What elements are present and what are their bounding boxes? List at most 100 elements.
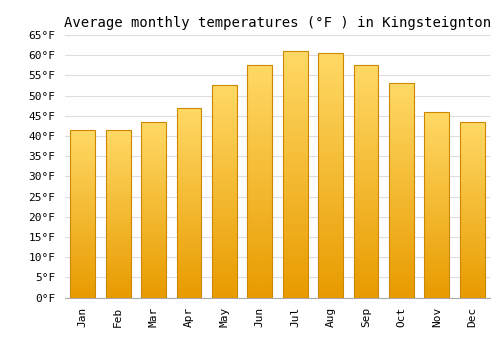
Bar (248, 156, 272, 158)
Bar (106, 271, 130, 272)
Bar (106, 194, 130, 195)
Bar (212, 213, 237, 215)
Bar (460, 276, 484, 278)
Bar (176, 108, 202, 298)
Bar (318, 263, 343, 266)
Bar (212, 185, 237, 187)
Bar (248, 96, 272, 98)
Bar (424, 288, 450, 290)
Bar (106, 205, 130, 207)
Bar (283, 214, 308, 216)
Bar (283, 51, 308, 298)
Bar (212, 270, 237, 272)
Bar (354, 262, 378, 265)
Bar (106, 175, 130, 177)
Bar (176, 248, 202, 250)
Bar (141, 294, 166, 296)
Bar (318, 280, 343, 283)
Bar (106, 237, 130, 239)
Bar (354, 82, 378, 84)
Bar (248, 75, 272, 77)
Bar (176, 286, 202, 288)
Bar (424, 130, 450, 132)
Bar (248, 123, 272, 126)
Bar (389, 116, 414, 118)
Bar (141, 206, 166, 208)
Bar (141, 270, 166, 271)
Bar (424, 149, 450, 151)
Bar (354, 191, 378, 193)
Bar (212, 247, 237, 249)
Bar (389, 135, 414, 137)
Bar (318, 73, 343, 75)
Bar (212, 238, 237, 240)
Bar (106, 267, 130, 269)
Bar (141, 252, 166, 254)
Bar (248, 107, 272, 110)
Bar (354, 270, 378, 272)
Bar (212, 295, 237, 298)
Bar (424, 266, 450, 268)
Bar (212, 147, 237, 149)
Bar (460, 290, 484, 292)
Bar (106, 212, 130, 214)
Bar (248, 116, 272, 119)
Bar (424, 182, 450, 184)
Bar (283, 130, 308, 132)
Bar (106, 225, 130, 227)
Bar (318, 105, 343, 107)
Bar (70, 200, 95, 202)
Bar (424, 231, 450, 232)
Bar (389, 287, 414, 289)
Bar (460, 278, 484, 280)
Bar (70, 247, 95, 249)
Bar (212, 291, 237, 293)
Bar (424, 223, 450, 225)
Bar (141, 232, 166, 234)
Bar (283, 58, 308, 61)
Bar (318, 295, 343, 298)
Bar (212, 136, 237, 139)
Bar (212, 179, 237, 181)
Bar (354, 242, 378, 244)
Bar (354, 107, 378, 110)
Bar (70, 132, 95, 133)
Bar (460, 203, 484, 204)
Bar (70, 192, 95, 194)
Bar (212, 85, 237, 88)
Bar (70, 185, 95, 187)
Bar (212, 204, 237, 206)
Bar (354, 144, 378, 147)
Bar (354, 244, 378, 246)
Bar (70, 152, 95, 153)
Bar (318, 109, 343, 112)
Bar (283, 51, 308, 54)
Bar (460, 250, 484, 252)
Bar (283, 115, 308, 118)
Bar (460, 145, 484, 146)
Bar (318, 278, 343, 280)
Bar (389, 214, 414, 216)
Bar (318, 53, 343, 298)
Bar (141, 256, 166, 257)
Bar (248, 200, 272, 202)
Bar (460, 206, 484, 208)
Bar (283, 147, 308, 150)
Bar (283, 105, 308, 108)
Bar (424, 283, 450, 285)
Bar (460, 289, 484, 290)
Bar (460, 232, 484, 234)
Bar (318, 107, 343, 109)
Bar (212, 88, 237, 90)
Bar (70, 232, 95, 234)
Bar (389, 272, 414, 274)
Bar (141, 148, 166, 150)
Bar (389, 94, 414, 96)
Bar (389, 150, 414, 152)
Bar (460, 280, 484, 282)
Bar (460, 275, 484, 276)
Bar (318, 63, 343, 65)
Bar (141, 257, 166, 259)
Bar (176, 182, 202, 184)
Bar (176, 216, 202, 218)
